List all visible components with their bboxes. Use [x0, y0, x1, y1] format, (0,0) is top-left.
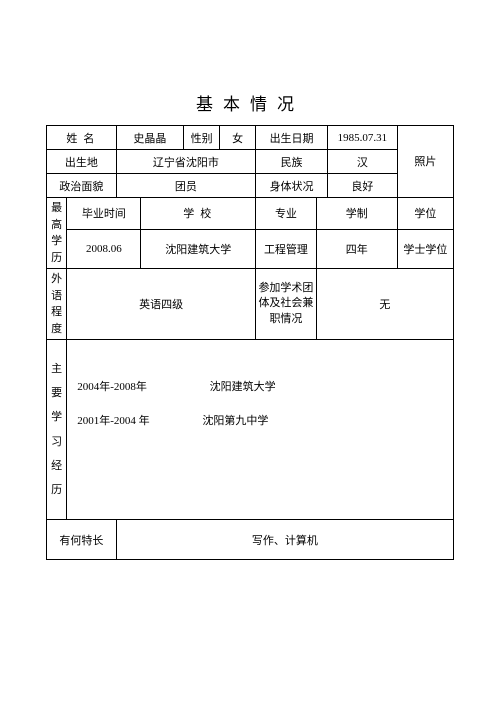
- duration-value: 四年: [316, 229, 397, 268]
- affiliation-label: 参加学术团体及社会兼职情况: [256, 269, 317, 340]
- edu-line1-period: 2004年-2008年: [77, 381, 147, 393]
- school-label: 学校: [141, 198, 256, 230]
- edu-line2-period: 2001年-2004 年: [77, 415, 149, 427]
- political-label: 政治面貌: [47, 174, 117, 198]
- gender-value: 女: [220, 126, 256, 150]
- edu-history-body: 2004年-2008年 沈阳建筑大学 2001年-2004 年 沈阳第九中学: [67, 340, 454, 520]
- name-value: 史晶晶: [116, 126, 183, 150]
- affiliation-value: 无: [316, 269, 453, 340]
- specialty-label: 有何特长: [47, 520, 117, 560]
- political-value: 团员: [116, 174, 255, 198]
- specialty-value: 写作、计算机: [116, 520, 453, 560]
- lang-level-label: 外语程度: [47, 269, 67, 340]
- degree-value: 学士学位: [397, 229, 453, 268]
- school-value: 沈阳建筑大学: [141, 229, 256, 268]
- gender-label: 性别: [184, 126, 220, 150]
- birthdate-value: 1985.07.31: [328, 126, 398, 150]
- major-value: 工程管理: [256, 229, 317, 268]
- page-title: 基本情况: [46, 90, 454, 115]
- degree-label: 学位: [397, 198, 453, 230]
- edu-history-label: 主要学习经历: [47, 340, 67, 520]
- name-label: 姓名: [47, 126, 117, 150]
- edu-line2-school: 沈阳第九中学: [202, 415, 268, 427]
- major-label: 专业: [256, 198, 317, 230]
- health-label: 身体状况: [256, 174, 328, 198]
- birthplace-label: 出生地: [47, 150, 117, 174]
- info-table: 姓名 史晶晶 性别 女 出生日期 1985.07.31 照片 出生地 辽宁省沈阳…: [46, 125, 454, 560]
- birthplace-value: 辽宁省沈阳市: [116, 150, 255, 174]
- ethnicity-label: 民族: [256, 150, 328, 174]
- duration-label: 学制: [316, 198, 397, 230]
- ethnicity-value: 汉: [328, 150, 398, 174]
- grad-time-value: 2008.06: [67, 229, 141, 268]
- grad-time-label: 毕业时间: [67, 198, 141, 230]
- photo-cell: 照片: [397, 126, 453, 198]
- birthdate-label: 出生日期: [256, 126, 328, 150]
- edu-line1-school: 沈阳建筑大学: [210, 381, 276, 393]
- highest-edu-label: 最高学历: [47, 198, 67, 269]
- lang-level-value: 英语四级: [67, 269, 256, 340]
- health-value: 良好: [328, 174, 398, 198]
